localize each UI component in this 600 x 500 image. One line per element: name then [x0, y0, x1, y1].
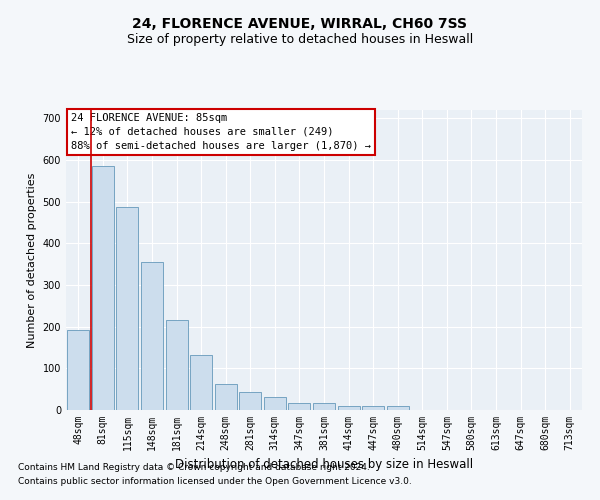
Bar	[215, 384, 237, 410]
Bar	[116, 207, 139, 410]
Text: 24 FLORENCE AVENUE: 85sqm
← 12% of detached houses are smaller (249)
88% of semi: 24 FLORENCE AVENUE: 85sqm ← 12% of detac…	[71, 113, 371, 151]
Bar	[313, 404, 335, 410]
Bar	[239, 392, 262, 410]
Bar	[264, 397, 286, 410]
Bar	[141, 262, 163, 410]
Bar	[289, 404, 310, 410]
Bar	[190, 355, 212, 410]
Text: Size of property relative to detached houses in Heswall: Size of property relative to detached ho…	[127, 32, 473, 46]
Text: Contains public sector information licensed under the Open Government Licence v3: Contains public sector information licen…	[18, 477, 412, 486]
X-axis label: Distribution of detached houses by size in Heswall: Distribution of detached houses by size …	[175, 458, 473, 471]
Bar	[67, 330, 89, 410]
Text: 24, FLORENCE AVENUE, WIRRAL, CH60 7SS: 24, FLORENCE AVENUE, WIRRAL, CH60 7SS	[133, 18, 467, 32]
Bar	[386, 406, 409, 410]
Bar	[338, 406, 359, 410]
Bar	[362, 406, 384, 410]
Text: Contains HM Land Registry data © Crown copyright and database right 2024.: Contains HM Land Registry data © Crown c…	[18, 464, 370, 472]
Bar	[92, 166, 114, 410]
Bar	[166, 320, 188, 410]
Y-axis label: Number of detached properties: Number of detached properties	[27, 172, 37, 348]
